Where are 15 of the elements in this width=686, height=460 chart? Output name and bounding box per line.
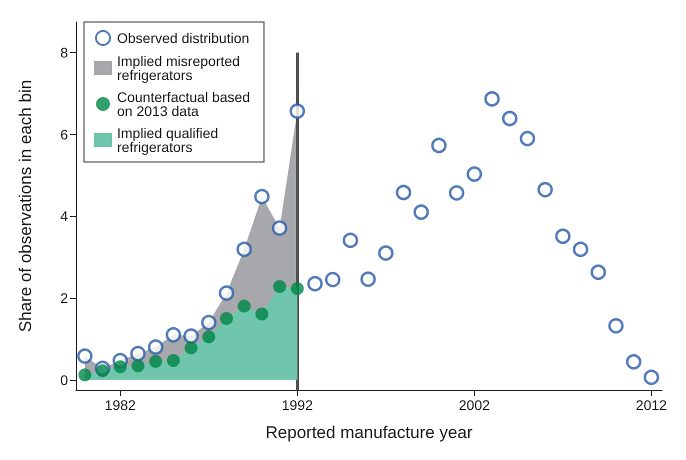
- legend-label: Observed distribution: [117, 30, 250, 46]
- x-tick-label: 2002: [458, 397, 490, 413]
- legend-label: Implied qualified refrigerators: [117, 125, 222, 155]
- x-axis-title: Reported manufacture year: [266, 423, 473, 442]
- y-tick-label: 8: [60, 44, 68, 61]
- x-tick-label: 1992: [282, 397, 314, 413]
- legend-label: Counterfactual based on 2013 data: [117, 89, 254, 119]
- legend-label: Implied misreported refrigerators: [117, 53, 244, 83]
- x-tick-label: 1982: [104, 397, 136, 413]
- y-tick-label: 4: [60, 208, 68, 224]
- y-tick-label: 0: [60, 372, 68, 388]
- y-tick-label: 6: [60, 126, 68, 142]
- y-axis-title: Share of observations in each bin: [16, 80, 35, 332]
- x-tick-label: 2012: [636, 397, 668, 413]
- y-tick-label: 2: [60, 290, 68, 306]
